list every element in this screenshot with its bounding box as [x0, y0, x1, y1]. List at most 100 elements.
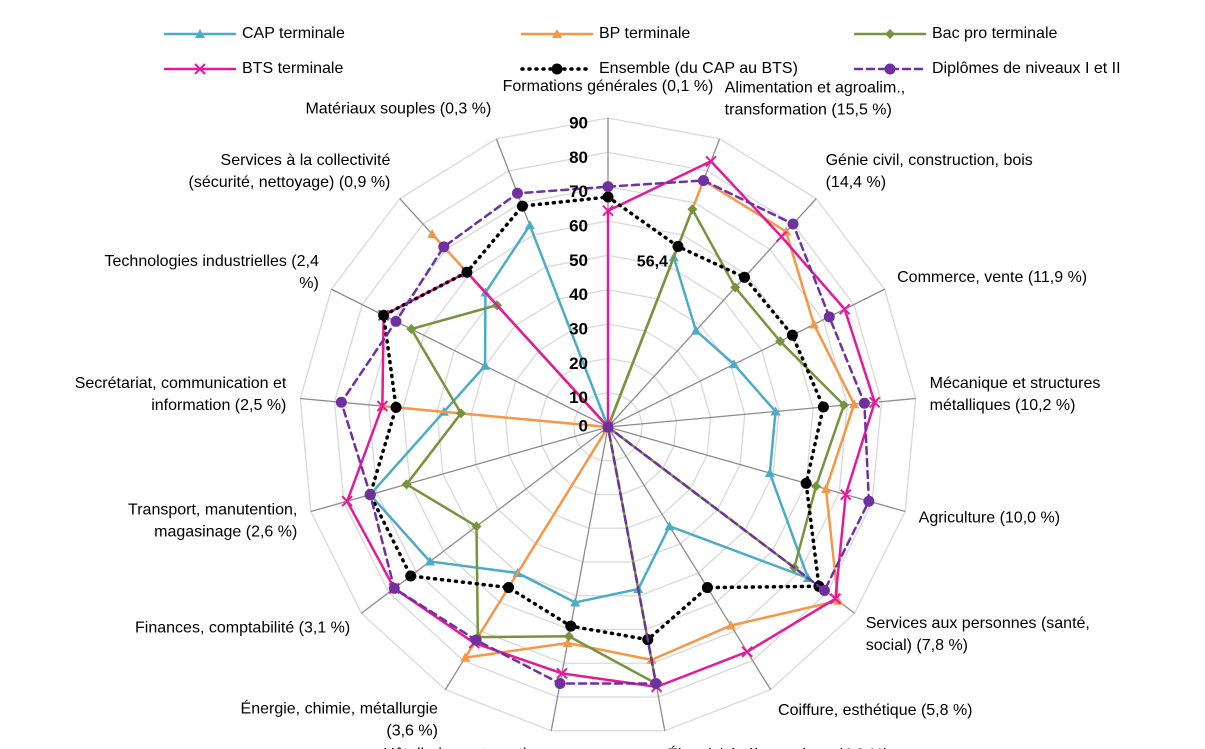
marker	[787, 218, 799, 230]
marker	[401, 479, 412, 490]
y-tick-label: 40	[569, 285, 588, 304]
marker	[664, 521, 675, 531]
category-label: Énergie, chimie, métallurgie (3,6 %)	[241, 699, 439, 740]
y-tick-label: 0	[579, 416, 588, 435]
series-line	[382, 178, 856, 662]
category-label-line: Secrétariat, communication et	[75, 375, 287, 392]
grid-ring	[538, 357, 678, 496]
marker	[800, 477, 812, 489]
category-label-line: Matériaux souples (0,3 %)	[305, 101, 491, 118]
category-label: Alimentation et agroalim., transformation…	[725, 80, 906, 119]
category-label-line: Énergie, chimie, métallurgie	[241, 699, 439, 718]
marker	[461, 266, 473, 278]
legend-label: Diplômes de niveaux I et II	[932, 60, 1121, 77]
legend-label: CAP terminale	[242, 25, 345, 42]
marker	[376, 400, 389, 412]
series-line	[368, 195, 826, 642]
category-label-line: Services aux personnes (santé,	[866, 615, 1090, 632]
marker	[562, 637, 573, 647]
category-label-line: magasinage (2,6 %)	[154, 524, 297, 541]
spoke	[310, 426, 609, 513]
legend-marker	[195, 29, 205, 38]
series-line	[339, 179, 871, 685]
marker	[672, 240, 684, 252]
category-label-line: Génie civil, construction, bois	[826, 152, 1033, 169]
marker	[364, 489, 376, 501]
category-label: Finances, comptabilité (3,1 %)	[135, 619, 350, 636]
y-tick-label: 70	[569, 182, 588, 201]
marker	[786, 329, 798, 341]
marker	[378, 309, 390, 321]
category-label-line: Alimentation et agroalim.,	[725, 80, 906, 97]
category-label-line: Électricité, électronique (4,8 %)	[667, 745, 888, 749]
category-label: Électricité, électronique (4,8 %)	[667, 745, 888, 749]
category-label-line: (14,4 %)	[826, 174, 886, 191]
category-label: Mécanique et structures métalliques (10,2…	[930, 375, 1101, 414]
marker	[405, 570, 417, 582]
marker	[687, 204, 698, 215]
category-label-line: transformation (15,5 %)	[725, 102, 892, 119]
spoke	[607, 426, 906, 513]
y-tick-label: 60	[569, 216, 588, 235]
category-label: Technologies industrielles (2,4%)	[105, 253, 319, 292]
marker	[516, 200, 528, 212]
marker	[863, 495, 875, 507]
category-label: Coiffure, esthétique (5,8 %)	[778, 702, 972, 719]
spoke	[607, 288, 885, 428]
category-label: Services à la collectivité (sécurité, net…	[189, 152, 391, 191]
marker	[511, 187, 523, 199]
marker	[838, 303, 851, 315]
marker	[390, 401, 402, 413]
legend-marker	[551, 63, 563, 75]
marker	[808, 319, 819, 329]
category-label: Agriculture (10,0 %)	[919, 510, 1060, 527]
marker	[690, 325, 701, 335]
marker	[460, 652, 471, 662]
legend-marker	[194, 63, 206, 75]
category-label: Hôtellerie, restauration,tourisme (4,2 %…	[383, 746, 548, 749]
marker	[811, 481, 822, 492]
legend-marker	[552, 29, 562, 38]
spoke	[361, 426, 609, 614]
marker	[427, 229, 438, 239]
y-tick-label: 30	[569, 319, 588, 338]
category-label-line: information (2,5 %)	[151, 397, 286, 414]
marker	[335, 396, 347, 408]
marker	[390, 315, 402, 327]
category-label: Secrétariat, communication et information…	[75, 375, 287, 414]
category-label-line: métalliques (10,2 %)	[930, 397, 1076, 414]
marker	[701, 582, 713, 594]
legend-marker	[885, 29, 895, 39]
y-tick-label: 90	[569, 113, 588, 132]
data-label: 56,4	[637, 254, 668, 271]
category-label-line: Mécanique et structures	[930, 375, 1101, 392]
y-tick-label: 10	[569, 388, 588, 407]
marker	[817, 401, 829, 413]
grid-ring	[333, 151, 883, 698]
category-label-line: Agriculture (10,0 %)	[919, 510, 1060, 527]
marker	[554, 677, 566, 689]
legend-label: Ensemble (du CAP au BTS)	[599, 60, 798, 77]
marker	[602, 191, 614, 203]
marker	[820, 484, 831, 494]
marker	[570, 597, 581, 607]
spoke	[331, 288, 609, 428]
marker	[602, 181, 614, 193]
marker	[438, 241, 450, 253]
marker	[480, 360, 491, 370]
marker	[729, 359, 740, 369]
category-label-line: (sécurité, nettoyage) (0,9 %)	[189, 174, 391, 191]
legend-label: Bac pro terminale	[932, 25, 1057, 42]
marker	[725, 620, 736, 630]
category-label-line: social) (7,8 %)	[866, 637, 968, 654]
marker	[602, 204, 614, 217]
marker	[840, 488, 852, 501]
marker	[698, 174, 710, 186]
marker	[556, 667, 568, 680]
category-label: Génie civil, construction, bois (14,4 %)	[826, 152, 1033, 191]
marker	[455, 408, 466, 419]
category-label: Formations générales (0,1 %)	[503, 78, 714, 95]
category-label-line: Finances, comptabilité (3,1 %)	[135, 619, 350, 636]
category-label: Matériaux souples (0,3 %)	[305, 101, 491, 118]
category-label-line: Services à la collectivité	[221, 152, 391, 169]
